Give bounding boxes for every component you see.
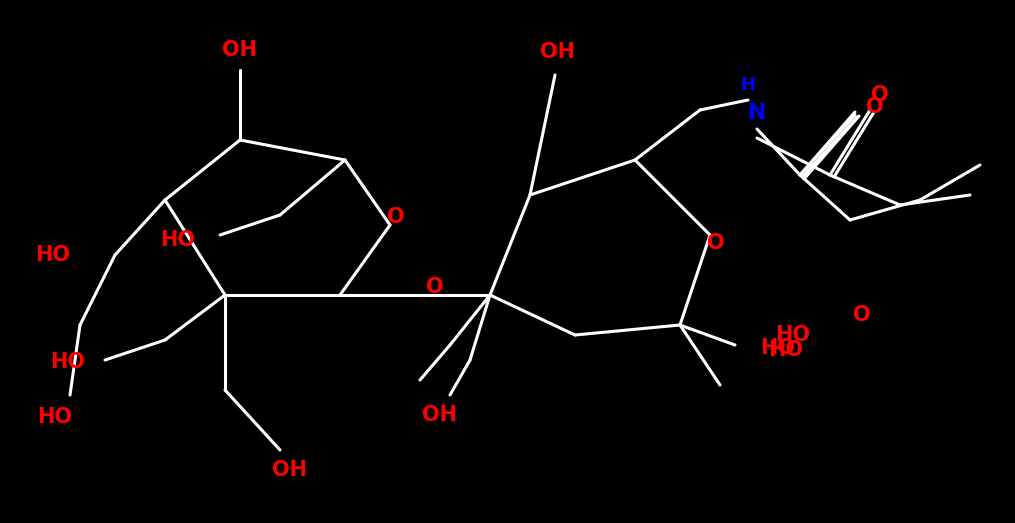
Text: HO: HO bbox=[38, 407, 72, 427]
Text: HO: HO bbox=[760, 338, 796, 358]
Text: HO: HO bbox=[51, 352, 85, 372]
Text: O: O bbox=[854, 305, 871, 325]
Text: O: O bbox=[387, 207, 405, 227]
Text: OH: OH bbox=[272, 460, 308, 480]
Text: HO: HO bbox=[768, 340, 803, 360]
Text: OH: OH bbox=[541, 42, 576, 62]
Text: H: H bbox=[741, 76, 755, 94]
Text: OH: OH bbox=[422, 405, 458, 425]
Text: O: O bbox=[866, 97, 884, 117]
Text: HO: HO bbox=[775, 325, 811, 345]
Text: HO: HO bbox=[36, 245, 70, 265]
Text: OH: OH bbox=[222, 40, 258, 60]
Text: HO: HO bbox=[160, 230, 196, 250]
Text: O: O bbox=[871, 85, 889, 105]
Text: O: O bbox=[426, 277, 444, 297]
Text: N: N bbox=[748, 103, 766, 123]
Text: O: O bbox=[707, 233, 725, 253]
